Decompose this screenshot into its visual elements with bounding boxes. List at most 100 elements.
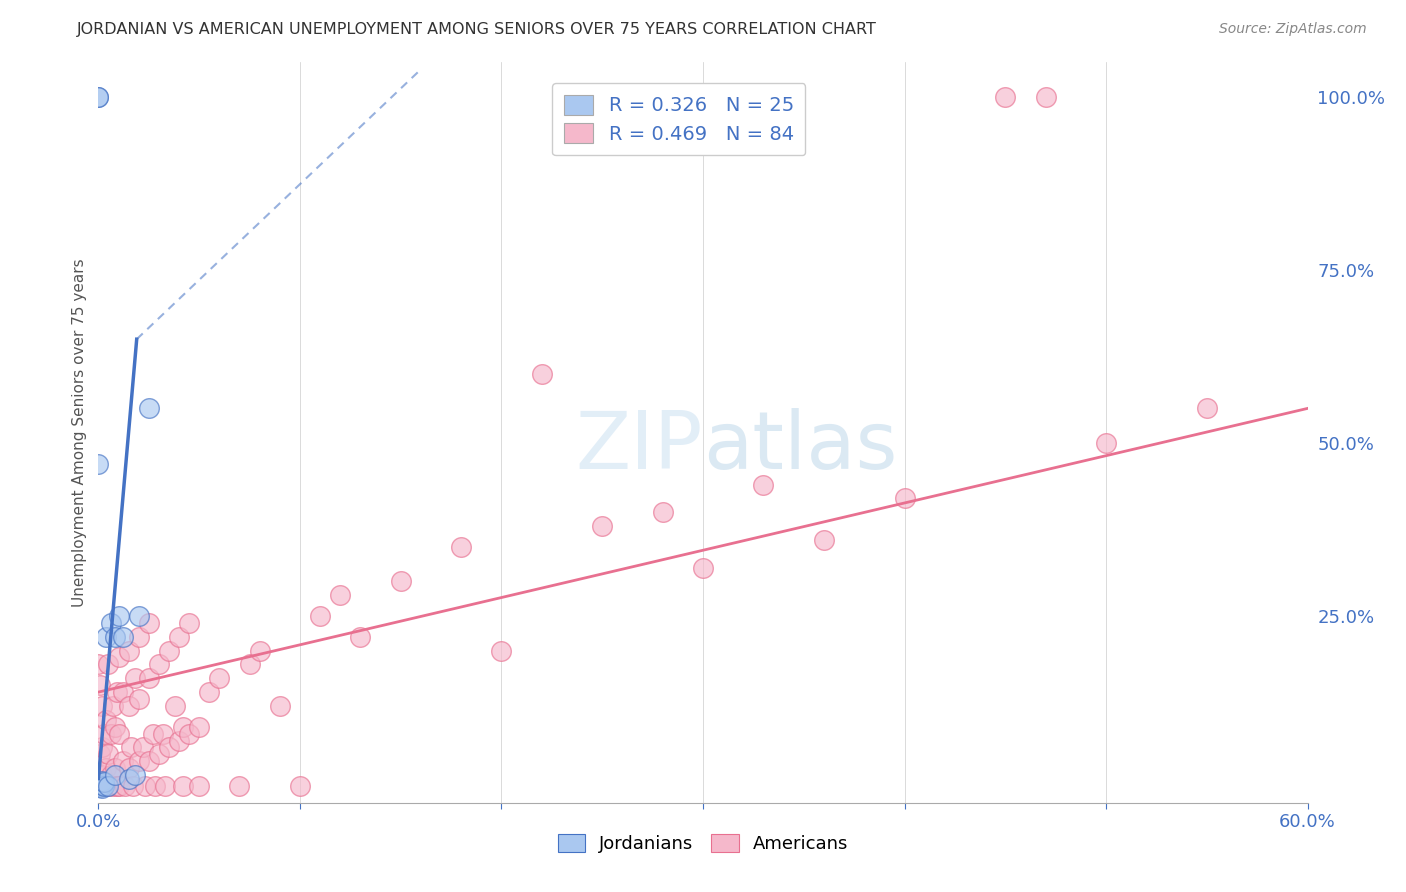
Point <box>179 726 201 740</box>
Point <box>1095 436 1118 450</box>
Point <box>198 685 221 699</box>
Point <box>128 630 150 644</box>
Point <box>107 650 129 665</box>
Point <box>111 754 134 768</box>
Point <box>105 779 128 793</box>
Point <box>142 726 165 740</box>
Legend: Jordanians, Americans: Jordanians, Americans <box>550 827 856 861</box>
Point <box>118 761 141 775</box>
Point <box>752 477 775 491</box>
Point <box>813 533 835 547</box>
Point <box>389 574 412 589</box>
Point <box>89 780 111 794</box>
Point <box>91 773 114 788</box>
Point <box>128 692 150 706</box>
Point <box>138 754 160 768</box>
Point <box>138 615 160 630</box>
Point <box>111 630 134 644</box>
Point <box>994 90 1017 104</box>
Point <box>87 768 110 782</box>
Point <box>89 775 111 789</box>
Point <box>349 630 371 644</box>
Point <box>93 775 115 789</box>
Point <box>188 779 211 793</box>
Point <box>249 643 271 657</box>
Point <box>96 630 118 644</box>
Point <box>591 519 613 533</box>
Point <box>167 733 190 747</box>
Point <box>96 713 118 727</box>
Point <box>97 747 120 762</box>
Point <box>153 779 176 793</box>
Point <box>93 779 115 793</box>
Point <box>100 726 122 740</box>
Point <box>100 768 122 782</box>
Point <box>107 609 129 624</box>
Point <box>118 698 141 713</box>
Point <box>491 643 513 657</box>
Point <box>91 780 114 795</box>
Point <box>450 540 472 554</box>
Point <box>89 678 111 692</box>
Point <box>89 776 111 790</box>
Point <box>97 779 120 793</box>
Point <box>114 779 136 793</box>
Point <box>239 657 262 672</box>
Point <box>118 643 141 657</box>
Text: atlas: atlas <box>703 409 897 486</box>
Point <box>107 726 129 740</box>
Point <box>157 643 180 657</box>
Point <box>309 609 332 624</box>
Point <box>101 779 124 793</box>
Point <box>167 630 190 644</box>
Point <box>96 761 118 775</box>
Point <box>103 768 125 782</box>
Point <box>103 761 125 775</box>
Point <box>228 779 250 793</box>
Point <box>1195 401 1218 416</box>
Point <box>87 457 110 471</box>
Point <box>530 367 553 381</box>
Point <box>107 779 129 793</box>
Point <box>97 657 120 672</box>
Point <box>172 720 194 734</box>
Point <box>97 779 120 793</box>
Point <box>651 505 673 519</box>
Point <box>132 740 155 755</box>
Point <box>138 671 160 685</box>
Point <box>148 657 170 672</box>
Text: ZIP: ZIP <box>575 409 703 486</box>
Point <box>152 726 174 740</box>
Point <box>138 401 160 416</box>
Point <box>124 768 146 782</box>
Point <box>91 698 114 713</box>
Point <box>208 671 231 685</box>
Point <box>269 698 291 713</box>
Point <box>179 615 201 630</box>
Point <box>288 779 311 793</box>
Point <box>103 720 125 734</box>
Point <box>120 740 142 755</box>
Point <box>329 588 352 602</box>
Point <box>100 615 122 630</box>
Point <box>134 779 156 793</box>
Point <box>111 685 134 699</box>
Point <box>143 779 166 793</box>
Text: Source: ZipAtlas.com: Source: ZipAtlas.com <box>1219 22 1367 37</box>
Point <box>93 775 115 789</box>
Point <box>87 775 110 789</box>
Point <box>157 740 180 755</box>
Point <box>121 779 143 793</box>
Point <box>1035 90 1057 104</box>
Point <box>91 768 114 782</box>
Point <box>188 720 211 734</box>
Point <box>148 747 170 762</box>
Point <box>87 657 110 672</box>
Point <box>91 778 114 792</box>
Point <box>893 491 915 506</box>
Point <box>89 747 111 762</box>
Point <box>163 698 186 713</box>
Point <box>105 685 128 699</box>
Point <box>91 740 114 755</box>
Point <box>101 698 124 713</box>
